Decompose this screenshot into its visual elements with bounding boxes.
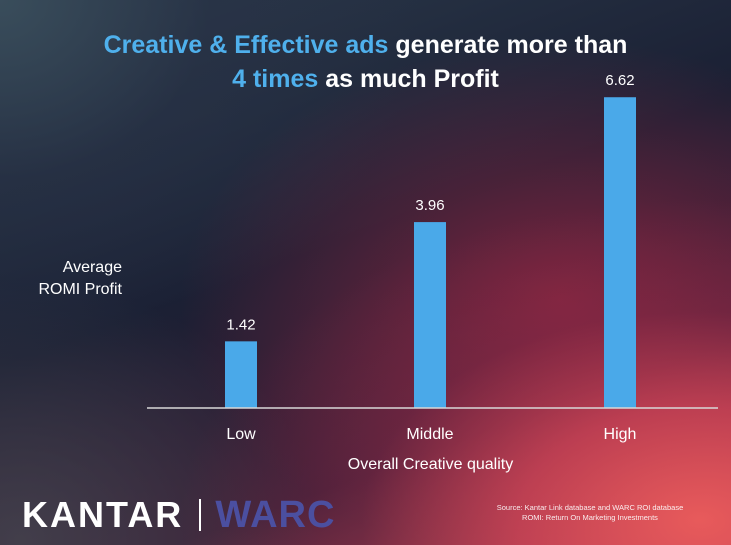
bar-low <box>225 341 257 408</box>
source-line-1: Source: Kantar Link database and WARC RO… <box>496 503 684 512</box>
title-rest-1: generate more than <box>388 31 628 59</box>
category-label-middle: Middle <box>406 426 453 443</box>
source-note: Source: Kantar Link database and WARC RO… <box>470 503 710 523</box>
x-axis-label: Overall Creative quality <box>347 456 514 473</box>
logo-divider <box>199 499 202 531</box>
value-label-middle: 3.96 <box>415 197 444 214</box>
y-axis-label-line-1: Average <box>62 259 122 276</box>
chart-title: Creative & Effective ads generate more t… <box>0 28 731 96</box>
brand-logos: KANTAR WARC <box>22 493 335 537</box>
category-label-low: Low <box>226 426 256 443</box>
warc-logo: WARC <box>215 493 336 536</box>
category-label-high: High <box>604 426 637 443</box>
source-line-2: ROMI: Return On Marketing Investments <box>522 513 658 522</box>
value-label-low: 1.42 <box>226 316 255 333</box>
kantar-logo: KANTAR <box>22 494 184 535</box>
value-label-high: 6.62 <box>605 72 634 89</box>
title-rest-2: as much Profit <box>318 65 499 93</box>
bar-high <box>604 97 636 408</box>
bar-middle <box>414 222 446 408</box>
y-axis-label-line-2: ROMI Profit <box>38 281 122 298</box>
y-axis-label: Average ROMI Profit <box>30 257 122 301</box>
title-line-1: Creative & Effective ads generate more t… <box>0 28 731 62</box>
title-line-2: 4 times as much Profit <box>0 62 731 96</box>
title-highlight-2: 4 times <box>232 65 319 93</box>
title-highlight-1: Creative & Effective ads <box>103 31 389 59</box>
